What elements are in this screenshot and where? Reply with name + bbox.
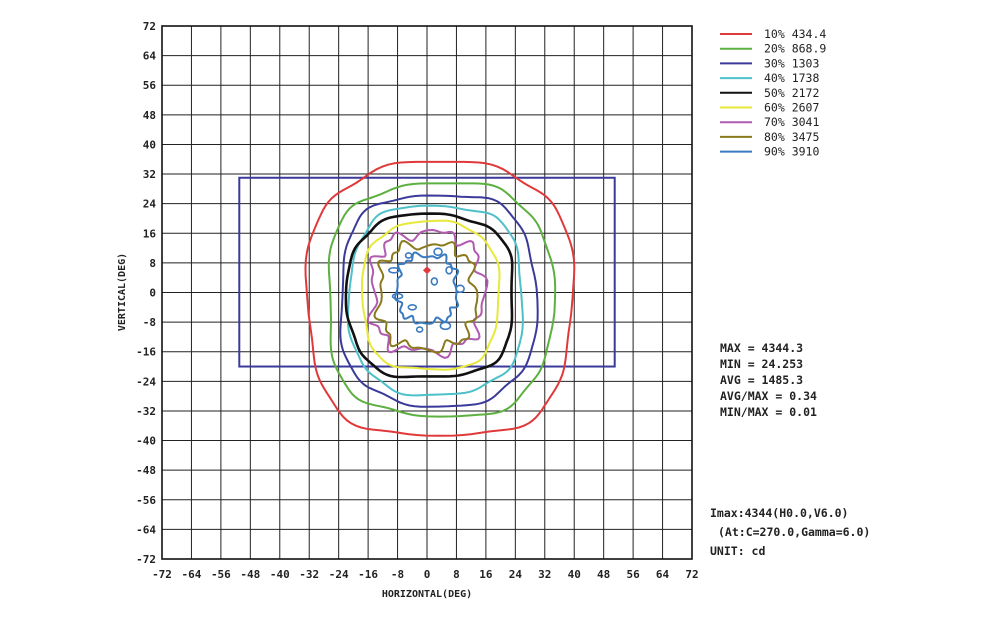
contour-line xyxy=(344,212,514,379)
x-tick-label: 16 xyxy=(479,568,493,581)
contour-island xyxy=(455,284,465,294)
y-tick-label: 0 xyxy=(149,287,156,300)
unit-label: UNIT: cd xyxy=(710,544,765,558)
x-tick-labels: -72 -64 -56 -48 -40 -32 -24 -16 -8 0 8 16 24 32 40 48 56… xyxy=(152,568,699,581)
stat-max: MAX = 4344.3 xyxy=(720,341,803,355)
legend-label: 80% 3475 xyxy=(764,130,819,144)
y-tick-label: -32 xyxy=(136,405,156,418)
stat-min-max: MIN/MAX = 0.01 xyxy=(720,405,817,419)
y-tick-label: -24 xyxy=(136,375,156,388)
stats-block: MAX = 4344.3 MIN = 24.253 AVG = 1485.3 A… xyxy=(720,341,817,419)
x-tick-label: -24 xyxy=(329,568,349,581)
max-marker xyxy=(423,266,431,275)
contour-line xyxy=(394,251,460,325)
y-tick-label: 40 xyxy=(143,138,156,151)
x-tick-label: 40 xyxy=(568,568,581,581)
y-tick-label: 32 xyxy=(143,168,156,181)
contour-line xyxy=(346,204,524,397)
contour-island xyxy=(388,266,400,274)
x-tick-label: -64 xyxy=(182,568,202,581)
x-tick-label: -72 xyxy=(152,568,172,581)
y-tick-label: 72 xyxy=(143,20,156,33)
y-tick-label: -64 xyxy=(136,523,156,536)
x-tick-label: -40 xyxy=(270,568,290,581)
x-tick-label: -32 xyxy=(299,568,319,581)
x-tick-label: -56 xyxy=(211,568,231,581)
legend-label: 10% 434.4 xyxy=(764,27,826,41)
contour-island xyxy=(445,265,453,275)
y-tick-label: -48 xyxy=(136,464,156,477)
legend-label: 70% 3041 xyxy=(764,115,819,129)
stat-min: MIN = 24.253 xyxy=(720,357,803,371)
contour-island xyxy=(391,292,404,300)
x-tick-label: 24 xyxy=(509,568,523,581)
y-tick-labels: 72 64 56 48 40 32 24 16 8 0 -8 -16 -24 -32 -40 -48 -56 -6… xyxy=(136,20,156,566)
legend-label: 60% 2607 xyxy=(764,101,819,115)
y-tick-label: -56 xyxy=(136,494,156,507)
y-tick-label: 24 xyxy=(143,198,157,211)
contour-lines xyxy=(304,160,576,437)
plot-frame xyxy=(161,25,693,560)
x-tick-label: -16 xyxy=(358,568,378,581)
x-tick-label: 0 xyxy=(424,568,431,581)
y-tick-label: -40 xyxy=(136,435,156,448)
contour-line xyxy=(361,219,501,371)
x-tick-label: -8 xyxy=(391,568,404,581)
contour-island xyxy=(439,321,452,331)
contour-line xyxy=(304,160,576,437)
y-tick-label: 56 xyxy=(143,79,157,92)
x-tick-label: -48 xyxy=(240,568,260,581)
y-tick-label: 64 xyxy=(143,50,157,63)
x-tick-label: 64 xyxy=(656,568,670,581)
x-axis-label: HORIZONTAL(DEG) xyxy=(382,589,472,600)
x-tick-label: 56 xyxy=(626,568,640,581)
imax-angle-line: (At:C=270.0,Gamma=6.0) xyxy=(718,525,870,539)
contour-line xyxy=(366,229,489,359)
contour-island xyxy=(430,277,439,286)
y-tick-label: -16 xyxy=(136,346,156,359)
contour-line xyxy=(327,182,557,418)
y-tick-label: -8 xyxy=(143,316,156,329)
legend-label: 20% 868.9 xyxy=(764,42,826,56)
y-tick-label: 8 xyxy=(149,257,156,270)
y-tick-label: 48 xyxy=(143,109,156,122)
x-tick-label: 48 xyxy=(597,568,610,581)
contour-island xyxy=(407,304,418,311)
y-tick-label: -72 xyxy=(136,553,156,566)
legend-label: 50% 2172 xyxy=(764,86,819,100)
stat-avg: AVG = 1485.3 xyxy=(720,373,803,387)
imax-line: Imax:4344(H0.0,V6.0) xyxy=(710,506,848,520)
field-rectangle xyxy=(238,176,616,368)
y-axis-label: VERTICAL(DEG) xyxy=(117,253,128,331)
legend-label: 90% 3910 xyxy=(764,145,819,159)
x-tick-label: 32 xyxy=(538,568,551,581)
contour-island xyxy=(415,326,424,333)
stat-avg-max: AVG/MAX = 0.34 xyxy=(720,389,817,403)
contour-line xyxy=(339,194,539,408)
contour-line xyxy=(373,240,479,354)
legend-label: 40% 1738 xyxy=(764,71,819,85)
contour-island xyxy=(433,247,443,257)
plot-grid xyxy=(161,25,693,560)
x-tick-label: 8 xyxy=(453,568,460,581)
x-tick-label: 72 xyxy=(685,568,698,581)
y-tick-label: 16 xyxy=(143,227,157,240)
contour-island xyxy=(404,252,413,259)
legend-label: 30% 1303 xyxy=(764,56,819,70)
